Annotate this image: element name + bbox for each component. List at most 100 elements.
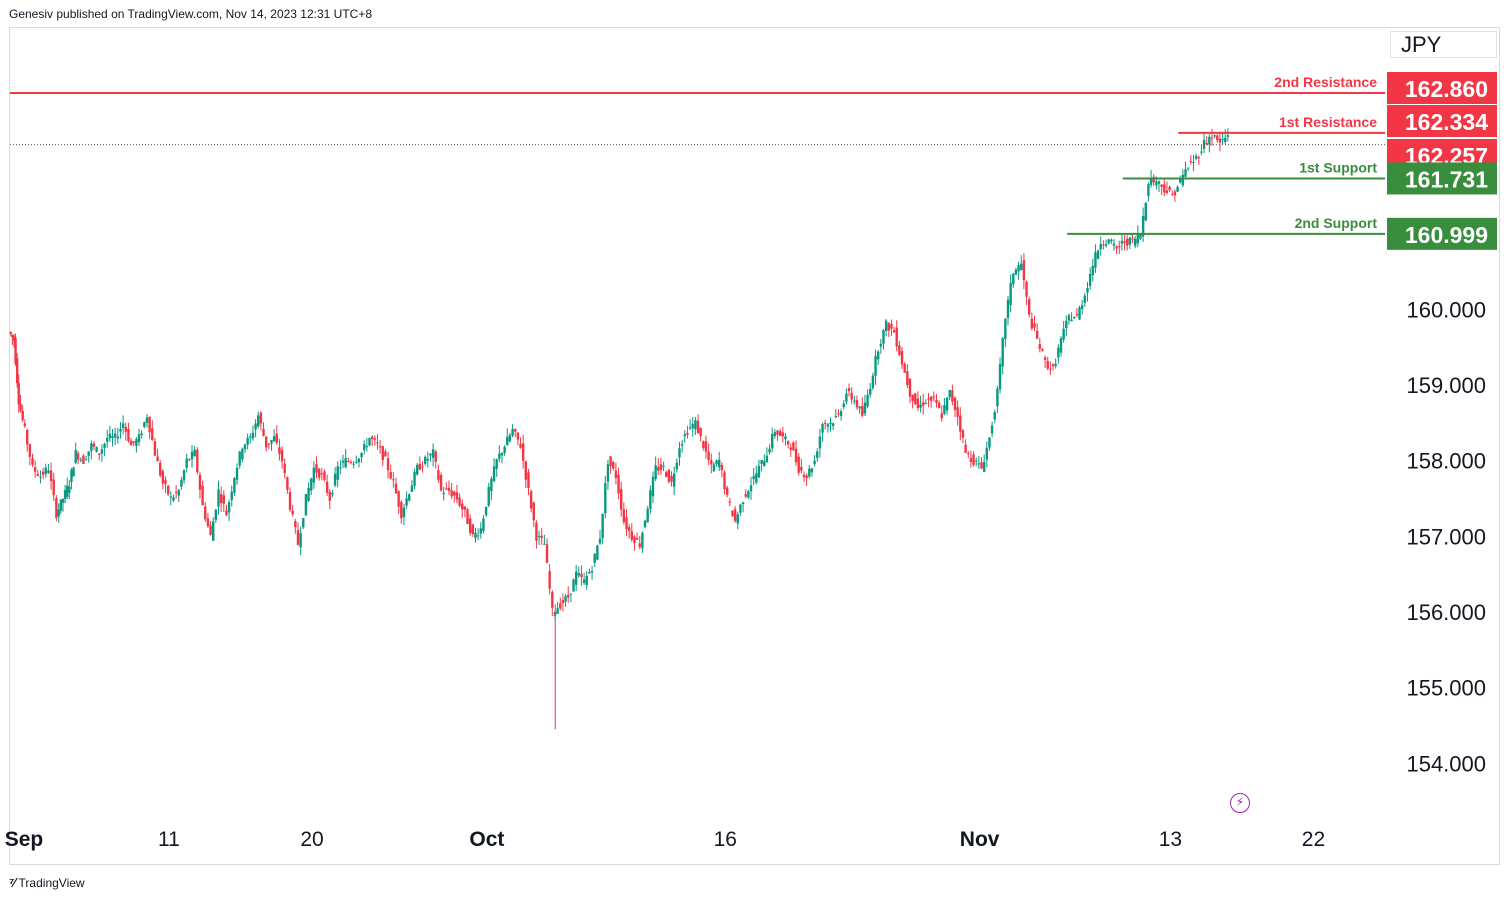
candle-body bbox=[500, 453, 504, 456]
time-axis[interactable]: Sep 11 20 Oct 16 Nov 13 22 bbox=[5, 828, 1325, 851]
price-badge bbox=[1387, 105, 1497, 137]
candle-body bbox=[378, 446, 382, 448]
candle-body bbox=[1009, 282, 1012, 305]
candle-body bbox=[418, 463, 422, 470]
candle-body bbox=[164, 479, 167, 485]
candle-body bbox=[235, 467, 239, 480]
price-badge-label: 162.860 bbox=[1405, 76, 1488, 102]
candle-body bbox=[898, 345, 901, 355]
candle-body bbox=[230, 491, 233, 501]
candle-body bbox=[1157, 181, 1161, 184]
candle-body bbox=[972, 454, 975, 465]
candle-body bbox=[882, 330, 885, 344]
candle-body bbox=[204, 506, 207, 520]
candle-body bbox=[145, 417, 149, 424]
candle-body bbox=[1006, 299, 1010, 319]
level-name: 1st Support bbox=[1299, 159, 1377, 175]
candle-body bbox=[574, 571, 578, 585]
candle-body bbox=[1102, 244, 1105, 246]
candle-body bbox=[185, 458, 188, 468]
candle-body bbox=[153, 441, 157, 456]
candle-body bbox=[44, 467, 47, 474]
candle-body bbox=[49, 470, 53, 481]
candle-body bbox=[315, 464, 318, 473]
candle-body bbox=[1123, 241, 1126, 243]
candle-body bbox=[617, 474, 620, 494]
candle-body bbox=[1033, 323, 1036, 328]
candle-body bbox=[940, 413, 943, 419]
candle-body bbox=[720, 465, 724, 471]
candle-body bbox=[649, 490, 652, 509]
candle-body bbox=[1088, 273, 1092, 286]
candle-body bbox=[670, 475, 673, 482]
candle-body bbox=[922, 402, 925, 406]
candle-body bbox=[596, 545, 599, 560]
candle-body bbox=[193, 449, 196, 457]
candle-body bbox=[1197, 157, 1200, 159]
candle-body bbox=[33, 467, 37, 472]
candle-body bbox=[76, 453, 80, 460]
candle-body bbox=[537, 535, 541, 537]
candle-body bbox=[1216, 135, 1219, 141]
candle-body bbox=[288, 492, 292, 510]
candle-body bbox=[887, 323, 890, 331]
candle-body bbox=[1096, 250, 1100, 259]
candle-body bbox=[786, 441, 790, 445]
candle-body bbox=[543, 543, 546, 545]
candle-body bbox=[694, 420, 697, 430]
candle-body bbox=[17, 382, 20, 405]
candle-body bbox=[858, 406, 861, 409]
lightning-icon[interactable]: ⚡ bbox=[1230, 793, 1250, 813]
candle-body bbox=[219, 493, 223, 504]
candle-body bbox=[672, 473, 676, 487]
candle-body bbox=[733, 509, 737, 522]
candle-body bbox=[1184, 169, 1187, 177]
candle-body bbox=[408, 494, 411, 501]
candle-body bbox=[678, 448, 681, 458]
candle-body bbox=[72, 467, 75, 477]
candle-body bbox=[11, 335, 14, 338]
candle-body bbox=[1078, 307, 1081, 320]
candle-body bbox=[370, 436, 374, 440]
candle-body bbox=[495, 459, 498, 469]
candle-body bbox=[529, 491, 533, 509]
candle-body bbox=[1041, 349, 1044, 351]
level-name: 2nd Support bbox=[1295, 215, 1378, 231]
candle-body bbox=[1176, 186, 1179, 192]
candle-body bbox=[458, 497, 461, 506]
candle-body bbox=[956, 407, 959, 417]
candle-body bbox=[74, 450, 77, 463]
candle-body bbox=[516, 432, 520, 440]
candle-body bbox=[437, 470, 440, 480]
candle-body bbox=[177, 490, 180, 496]
candle-body bbox=[23, 423, 27, 427]
candle-body bbox=[776, 430, 779, 435]
candle-body bbox=[1104, 244, 1108, 246]
candle-body bbox=[1043, 357, 1047, 360]
candle-body bbox=[612, 462, 615, 469]
candle-body bbox=[715, 460, 718, 464]
candle-body bbox=[331, 492, 334, 495]
candle-body bbox=[630, 531, 633, 540]
candle-body bbox=[964, 444, 967, 453]
candle-body bbox=[900, 351, 904, 365]
candle-body bbox=[869, 388, 872, 395]
candle-body bbox=[482, 518, 485, 532]
price-axis[interactable]: 154.000 155.000 156.000 157.000 158.000 159.0… bbox=[1387, 72, 1497, 776]
candle-body bbox=[829, 422, 832, 425]
candle-body bbox=[641, 532, 644, 549]
candle-body bbox=[453, 491, 456, 496]
candle-body bbox=[728, 501, 732, 503]
candle-body bbox=[585, 575, 588, 585]
candle-body bbox=[929, 396, 933, 401]
candle-body bbox=[813, 460, 816, 465]
candle-body bbox=[879, 343, 883, 347]
candle-body bbox=[816, 451, 819, 458]
candle-body bbox=[908, 378, 912, 397]
currency-selector[interactable]: JPY bbox=[1390, 31, 1497, 58]
candle-body bbox=[1147, 184, 1150, 197]
candle-body bbox=[1112, 243, 1116, 246]
level-lines: 2nd Resistance 1st Resistance 1st Support 2… bbox=[10, 74, 1385, 235]
candle-body bbox=[1160, 184, 1163, 187]
